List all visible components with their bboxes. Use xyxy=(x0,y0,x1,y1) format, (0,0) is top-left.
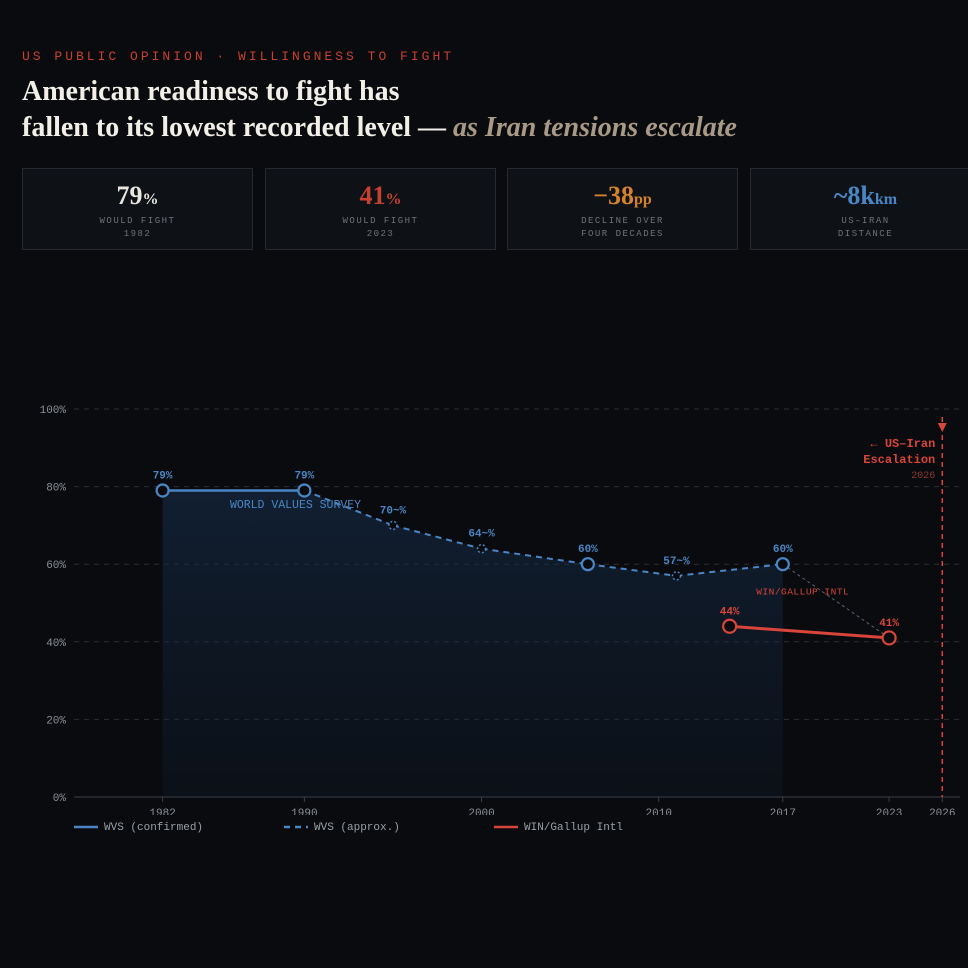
data-label: 41% xyxy=(879,618,899,630)
wvs-segment xyxy=(481,547,589,566)
eyebrow: US PUBLIC OPINION · WILLINGNESS TO FIGHT xyxy=(22,49,455,64)
y-tick-label: 20% xyxy=(46,715,66,727)
stat-label: DECLINE OVER FOUR DECADES xyxy=(508,215,737,241)
stat-number: 41 xyxy=(359,181,386,210)
wvs-win-connector xyxy=(782,563,890,639)
x-tick-label: 1982 xyxy=(149,808,175,815)
legend-wvs-confirmed: WVS (confirmed) xyxy=(74,822,203,834)
x-tick-label: 1990 xyxy=(291,808,317,815)
x-tick-label: 2026 xyxy=(929,808,955,815)
x-tick-label: 2010 xyxy=(646,808,672,815)
stat-number: −38 xyxy=(593,181,635,210)
y-tick-label: 100% xyxy=(40,405,67,417)
wvs-segment xyxy=(587,563,677,577)
data-label: 70~% xyxy=(380,505,407,517)
win-segment xyxy=(729,624,890,640)
stat-value: 79% xyxy=(23,181,252,211)
y-tick-label: 80% xyxy=(46,483,66,495)
data-label: 44% xyxy=(720,606,740,618)
stat-label: US–IRAN DISTANCE xyxy=(751,215,968,241)
data-label: 60% xyxy=(773,544,793,556)
wvs-point xyxy=(580,557,595,572)
stat-label-line1: WOULD FIGHT xyxy=(99,216,176,226)
y-tick-label: 60% xyxy=(46,560,66,572)
legend-swatch xyxy=(284,825,308,829)
series-label-wvs: WORLD VALUES SURVEY xyxy=(230,499,361,512)
wvs-area xyxy=(162,490,783,797)
legend-win-gallup: WIN/Gallup Intl xyxy=(494,822,623,834)
stat-number: ~8k xyxy=(833,181,875,210)
wvs-point xyxy=(775,557,790,572)
title-accent: as Iran tensions escalate xyxy=(453,112,737,143)
stat-label-line1: WOULD FIGHT xyxy=(342,216,419,226)
page-title: American readiness to fight has fallen t… xyxy=(22,74,737,146)
title-line-1: American readiness to fight has xyxy=(22,76,400,107)
data-label: 57~% xyxy=(663,556,690,568)
stat-value: 41% xyxy=(266,181,495,211)
stat-card-1982: 79% WOULD FIGHT 1982 xyxy=(22,168,253,250)
legend-swatch xyxy=(74,825,98,829)
wvs-point-approx xyxy=(388,520,398,531)
x-tick-label: 2017 xyxy=(770,808,796,815)
annotation-label: Escalation xyxy=(863,453,935,467)
stat-label-line1: DECLINE OVER xyxy=(581,216,664,226)
x-tick-label: 2000 xyxy=(468,808,494,815)
y-tick-label: 40% xyxy=(46,638,66,650)
x-tick-label: 2023 xyxy=(876,808,902,815)
data-label: 60% xyxy=(578,544,598,556)
wvs-point xyxy=(155,483,170,498)
wvs-point-approx xyxy=(476,543,487,554)
win-point xyxy=(881,630,897,646)
stat-label-line2: 1982 xyxy=(123,229,152,239)
wvs-segment xyxy=(676,563,783,577)
wvs-segment xyxy=(303,489,394,527)
stat-unit: pp xyxy=(634,191,652,208)
title-line-2: fallen to its lowest recorded level — xyxy=(22,112,447,143)
stat-label-line1: US–IRAN xyxy=(841,216,890,226)
wvs-point xyxy=(297,483,312,498)
annotation-year: 2026 xyxy=(911,471,935,482)
data-label: 79% xyxy=(153,470,173,482)
stat-label-line2: FOUR DECADES xyxy=(581,229,664,239)
stat-card-distance: ~8kkm US–IRAN DISTANCE xyxy=(750,168,968,250)
stat-unit: % xyxy=(142,191,159,208)
stat-value: ~8kkm xyxy=(751,181,968,211)
stat-label-line2: 2023 xyxy=(366,229,395,239)
stat-number: 79 xyxy=(116,181,143,210)
annotation-label: ← US–Iran xyxy=(870,437,935,451)
data-label: 79% xyxy=(294,470,314,482)
legend-wvs-approx: WVS (approx.) xyxy=(284,822,400,834)
wvs-segment xyxy=(392,524,482,550)
legend-swatch xyxy=(494,825,518,829)
stat-unit: km xyxy=(874,191,898,208)
line-chart: 0% 20% 40% 60% 80% 100% 1982 1990 2000 2010 2017 20… xyxy=(40,405,960,815)
stat-value: −38pp xyxy=(508,181,737,211)
legend-label: WIN/Gallup Intl xyxy=(524,822,624,834)
legend-label: WVS (approx.) xyxy=(314,822,400,834)
escalation-arrow-icon xyxy=(937,423,947,432)
legend-label: WVS (confirmed) xyxy=(104,822,204,834)
stat-label: WOULD FIGHT 1982 xyxy=(23,215,252,241)
series-label-win: WIN/GALLUP INTL xyxy=(756,586,849,597)
wvs-point-approx xyxy=(671,571,682,581)
stat-card-2023: 41% WOULD FIGHT 2023 xyxy=(265,168,496,250)
win-point xyxy=(722,618,738,634)
y-tick-label: 0% xyxy=(53,793,67,805)
stat-card-decline: −38pp DECLINE OVER FOUR DECADES xyxy=(507,168,738,250)
stat-unit: % xyxy=(385,191,402,208)
data-label: 64~% xyxy=(468,529,495,541)
stat-label-line2: DISTANCE xyxy=(837,229,894,239)
stat-label: WOULD FIGHT 2023 xyxy=(266,215,495,241)
